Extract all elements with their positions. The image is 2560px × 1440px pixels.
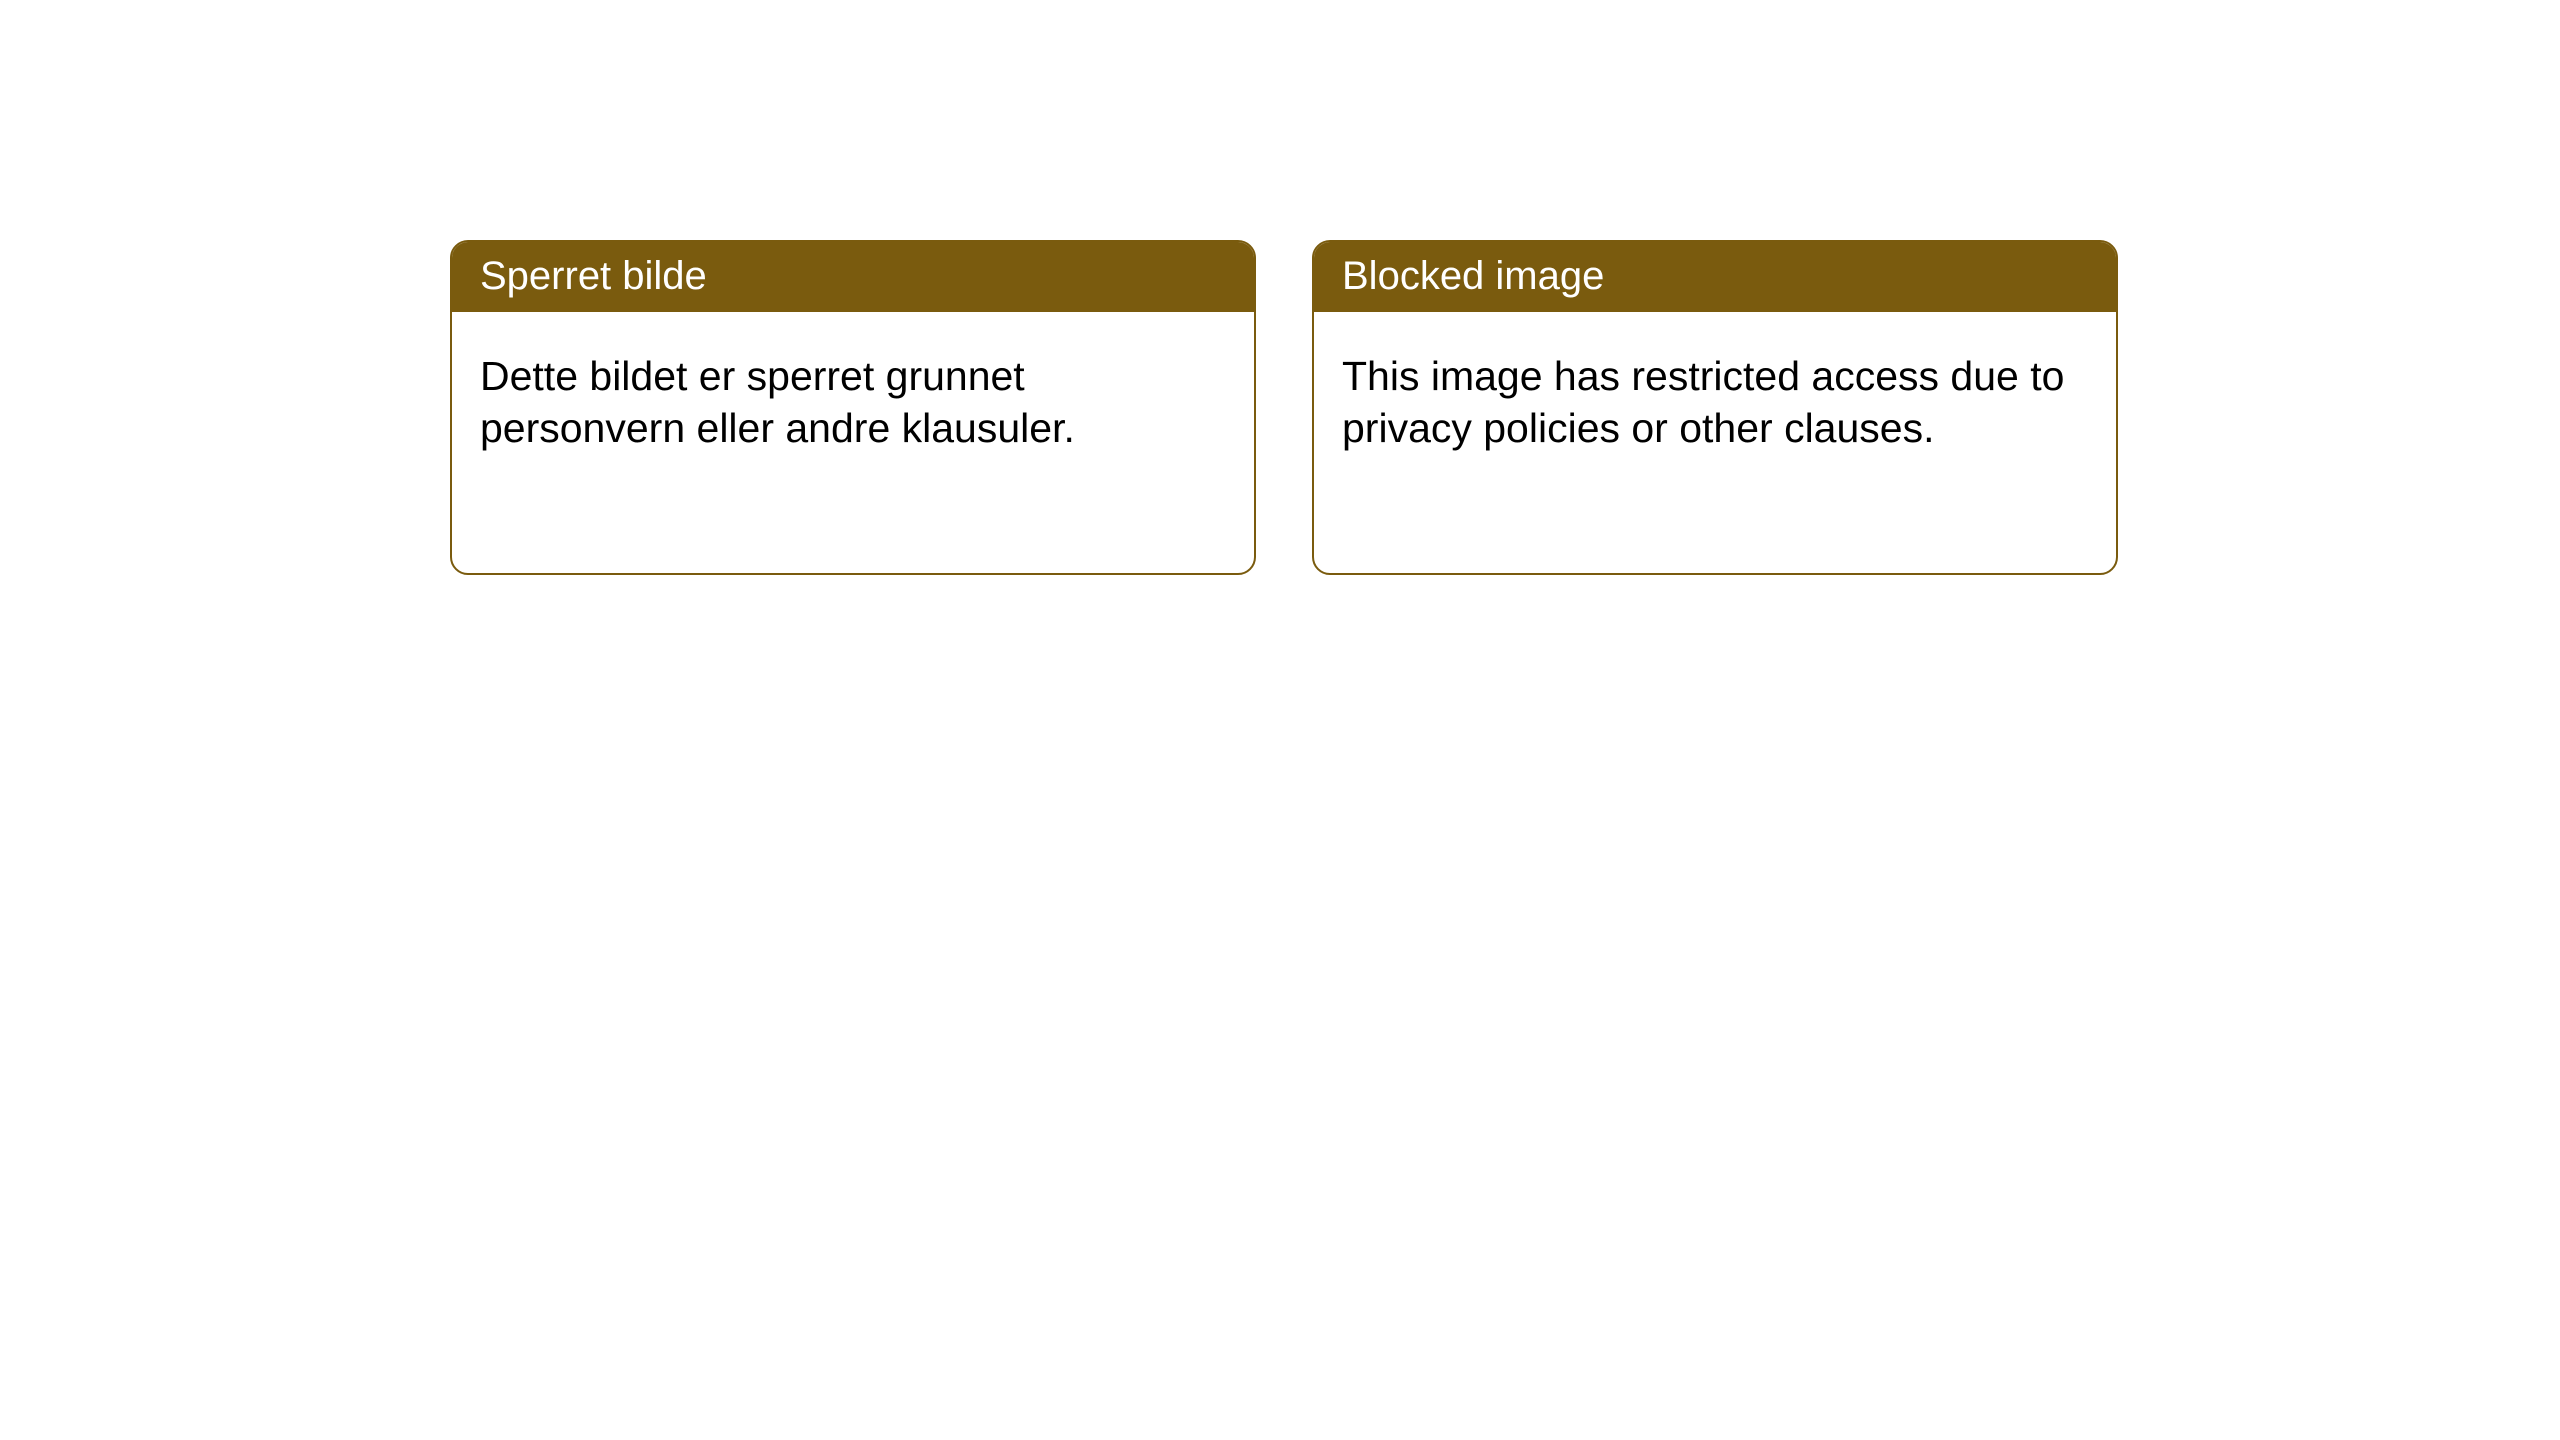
notice-box-norwegian: Sperret bilde Dette bildet er sperret gr… <box>450 240 1256 575</box>
notice-box-english: Blocked image This image has restricted … <box>1312 240 2118 575</box>
notice-body-english: This image has restricted access due to … <box>1314 312 2116 483</box>
notice-body-norwegian: Dette bildet er sperret grunnet personve… <box>452 312 1254 483</box>
notice-container: Sperret bilde Dette bildet er sperret gr… <box>0 0 2560 575</box>
notice-title-norwegian: Sperret bilde <box>452 242 1254 312</box>
notice-title-english: Blocked image <box>1314 242 2116 312</box>
